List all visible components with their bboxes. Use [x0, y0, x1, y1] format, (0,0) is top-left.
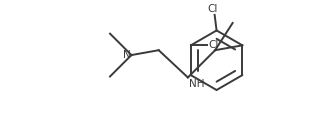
Text: Cl: Cl	[208, 40, 219, 50]
Text: N: N	[123, 50, 130, 60]
Text: Cl: Cl	[208, 4, 218, 14]
Text: NH: NH	[189, 79, 204, 89]
